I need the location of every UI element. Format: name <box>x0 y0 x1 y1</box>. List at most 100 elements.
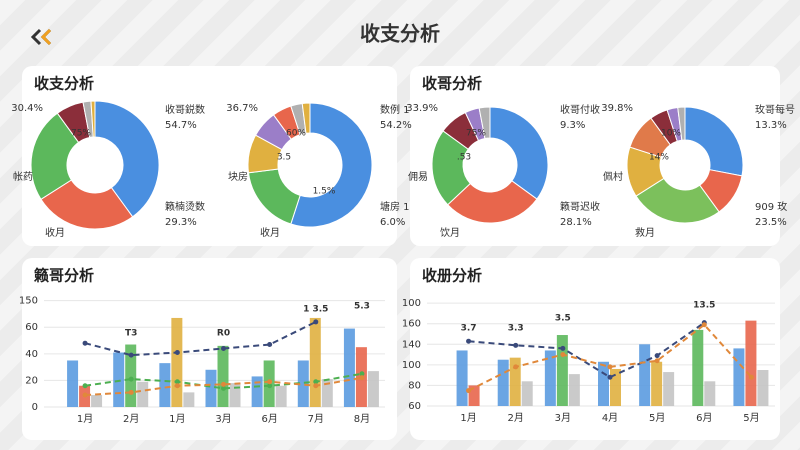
bar <box>367 371 379 407</box>
bar <box>275 385 287 407</box>
bar <box>125 344 137 407</box>
annotation: 佩村 <box>603 170 623 183</box>
line-point <box>174 383 180 389</box>
annotation: 14% <box>649 153 669 163</box>
y-tick-label: 0 <box>32 402 38 413</box>
bar <box>297 360 309 407</box>
annotation: 佣易 <box>408 171 428 183</box>
bar <box>639 344 651 406</box>
y-tick-label: 60 <box>25 322 38 333</box>
line-point <box>654 358 660 364</box>
x-tick-label: 2月 <box>123 413 139 425</box>
bar <box>343 328 355 407</box>
annotation: 收月 <box>260 226 280 239</box>
annotation: 塘房 1 <box>380 200 410 213</box>
donut-slice <box>40 179 134 230</box>
annotation: 3.7 <box>461 324 477 334</box>
line-point <box>267 342 273 348</box>
line-point <box>560 345 566 351</box>
bar <box>692 329 704 406</box>
bar <box>497 359 509 406</box>
annotation: 5.3 <box>354 302 370 312</box>
annotation: 救月 <box>635 226 655 239</box>
bar <box>205 369 217 407</box>
line-point <box>359 375 365 381</box>
annotation: 3.5 <box>277 153 291 163</box>
bar <box>456 350 468 406</box>
line-point <box>560 352 566 358</box>
line-point <box>128 376 134 382</box>
line-point <box>359 371 365 377</box>
annotation: 54.2% <box>380 120 412 131</box>
panel-title: 籁哥分析 <box>34 267 94 285</box>
x-tick-label: 3月 <box>215 413 231 425</box>
y-tick-label: 100 <box>402 360 421 371</box>
annotation: 块房 <box>228 170 248 183</box>
annotation: 6.0% <box>380 217 405 228</box>
line-point <box>267 383 273 389</box>
y-tick-label: 80 <box>408 380 421 391</box>
bar <box>544 350 556 406</box>
annotation: 54.7% <box>165 120 197 131</box>
x-tick-label: 6月 <box>696 412 712 424</box>
x-tick-label: 7月 <box>308 413 324 425</box>
annotation: 13.5 <box>693 301 715 311</box>
bar <box>183 392 195 407</box>
back-icon-accent[interactable] <box>40 28 52 46</box>
bar <box>113 352 125 407</box>
bar <box>651 361 663 406</box>
annotation: 909 玫 <box>755 200 787 213</box>
bar <box>568 374 580 406</box>
y-tick-label: 20 <box>25 375 38 386</box>
bar <box>598 361 609 406</box>
line-point <box>466 338 472 344</box>
line-point <box>313 319 319 325</box>
bar <box>556 335 568 406</box>
bar <box>757 370 769 406</box>
line-point <box>748 374 754 380</box>
x-tick-label: 4月 <box>602 412 618 424</box>
annotation: 75% <box>466 129 486 139</box>
line-point <box>82 383 88 389</box>
bar <box>309 317 321 407</box>
donut-slice <box>635 177 720 224</box>
line-point <box>701 322 707 328</box>
bar <box>509 357 521 406</box>
annotation: 23.5% <box>755 217 787 228</box>
annotation: 收哥付收 <box>560 103 600 116</box>
annotation: 10% <box>661 129 681 139</box>
annotation: R0 <box>217 329 230 339</box>
annotation: 29.3% <box>165 217 197 228</box>
annotation: 28.1% <box>560 217 592 228</box>
x-tick-label: 5月 <box>649 412 665 424</box>
y-tick-label: 160 <box>402 319 421 330</box>
bar <box>704 381 716 406</box>
donut-slice <box>90 100 96 138</box>
bar <box>745 320 757 406</box>
annotation: 9.3% <box>560 120 585 131</box>
line-point <box>513 342 519 348</box>
trend-line <box>84 321 317 357</box>
line-point <box>221 346 226 352</box>
x-tick-label: 3月 <box>555 412 571 424</box>
line-point <box>221 385 226 391</box>
bar <box>159 363 171 407</box>
bar <box>217 345 229 407</box>
donut-slice <box>301 102 311 134</box>
annotation: 60% <box>286 129 306 139</box>
donut-slice <box>489 106 549 200</box>
annotation: 饮月 <box>440 226 460 239</box>
donut-slice <box>478 106 491 140</box>
annotation: 数例 1 <box>380 103 410 116</box>
y-tick-label: 100 <box>402 298 421 309</box>
panel <box>22 258 397 440</box>
donut-slice <box>94 100 160 218</box>
x-tick-label: 6月 <box>261 413 277 425</box>
x-tick-label: 2月 <box>508 412 524 424</box>
annotation: 3.3 <box>508 324 524 334</box>
line-point <box>174 379 180 385</box>
donut-slice <box>30 112 80 200</box>
bar <box>321 379 333 407</box>
